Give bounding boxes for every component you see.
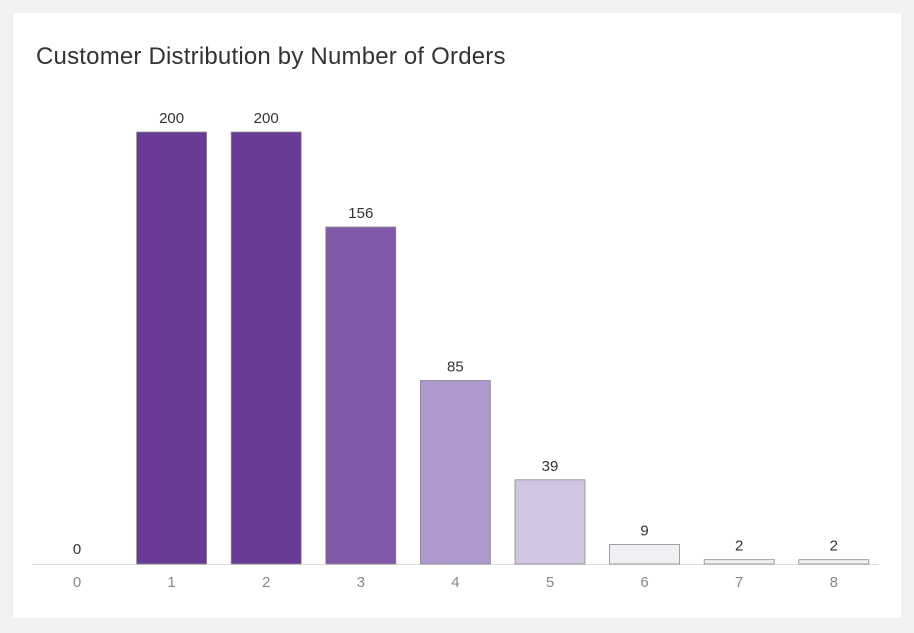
chart-card: Customer Distribution by Number of Order… xyxy=(13,13,901,618)
x-tick-labels-group: 0 1 2 3 4 5 6 7 8 xyxy=(73,574,838,591)
data-label-2: 200 xyxy=(254,110,279,127)
bar-1[interactable] xyxy=(136,131,207,565)
x-tick-label-5: 5 xyxy=(546,574,554,591)
data-label-5: 39 xyxy=(542,458,559,475)
bar-3[interactable] xyxy=(325,226,397,565)
chart-title: Customer Distribution by Number of Order… xyxy=(36,43,506,70)
bar-4[interactable] xyxy=(419,379,491,565)
bar-6[interactable] xyxy=(609,544,680,565)
data-label-6: 9 xyxy=(640,523,648,540)
x-tick-label-7: 7 xyxy=(735,574,743,591)
data-label-7: 2 xyxy=(735,538,743,555)
x-tick-label-4: 4 xyxy=(451,574,459,591)
data-label-3: 156 xyxy=(348,205,373,222)
bar-8[interactable] xyxy=(798,559,870,565)
data-label-8: 2 xyxy=(830,538,838,555)
x-tick-label-1: 1 xyxy=(167,574,175,591)
bars-group xyxy=(136,131,870,565)
x-tick-label-3: 3 xyxy=(357,574,365,591)
bar-7[interactable] xyxy=(703,559,775,565)
x-tick-label-2: 2 xyxy=(262,574,270,591)
x-tick-label-0: 0 xyxy=(73,574,81,591)
data-label-0: 0 xyxy=(73,541,81,558)
x-tick-label-8: 8 xyxy=(830,574,838,591)
data-labels-group: 0 200 200 156 85 39 9 2 2 xyxy=(73,110,838,558)
bar-chart: 0 200 200 156 85 39 9 2 2 0 1 2 3 4 5 6 7 8 xyxy=(32,110,879,591)
bar-2[interactable] xyxy=(230,131,302,565)
data-label-1: 200 xyxy=(159,110,184,127)
bar-5[interactable] xyxy=(514,479,586,565)
x-tick-label-6: 6 xyxy=(640,574,648,591)
data-label-4: 85 xyxy=(447,358,464,375)
